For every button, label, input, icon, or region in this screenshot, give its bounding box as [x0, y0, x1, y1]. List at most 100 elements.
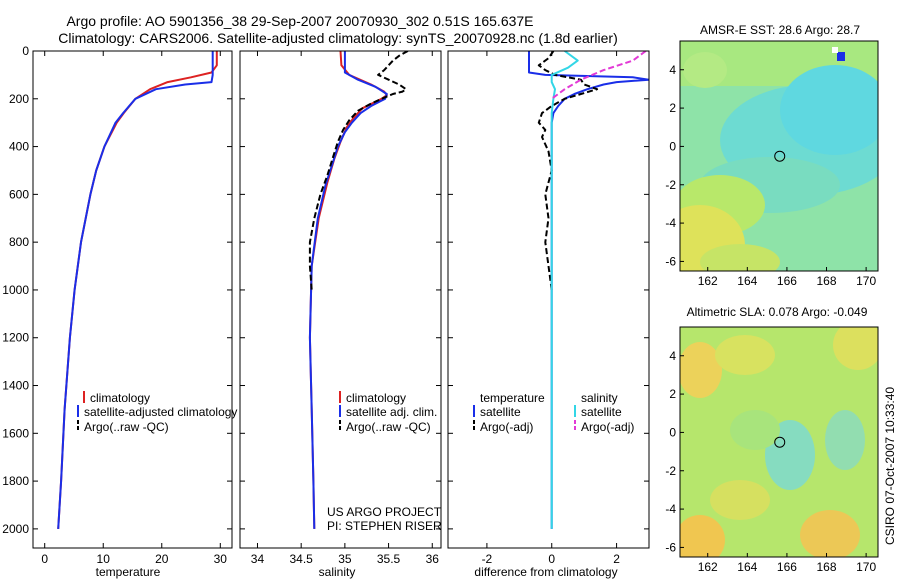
legend-label-sal-satellite: satellite [581, 405, 622, 419]
ytick-label: 1800 [2, 474, 29, 488]
ytick-label: 0 [22, 44, 29, 58]
map-xtick-label: 168 [817, 274, 837, 288]
sla-high-nw [680, 342, 722, 398]
map-xtick-label: 166 [777, 274, 797, 288]
map-xtick-label: 162 [698, 560, 718, 574]
xtick-label: 34 [251, 552, 265, 566]
sst-map-title: AMSR-E SST: 28.6 Argo: 28.7 [700, 23, 860, 37]
temperature-series [57, 51, 218, 529]
sst-map-field [680, 41, 878, 271]
ytick-label: 1600 [2, 426, 29, 440]
xtick-label: 35.5 [377, 552, 401, 566]
project-annotation-line1: US ARGO PROJECT [327, 505, 442, 519]
map-ytick-label: -2 [665, 464, 676, 478]
xtick-label: 0 [41, 552, 48, 566]
map-xtick-label: 164 [737, 274, 757, 288]
temperature-panel: 0 10 20 30 0 200 400 600 800 1000 1200 1400 1600 1800… [2, 44, 237, 579]
ytick-label: 2000 [2, 522, 29, 536]
difference-frame [447, 50, 650, 549]
legend-heading-temperature: temperature [480, 391, 545, 405]
salinity-plot-area [240, 51, 441, 548]
sla-map-frame [679, 326, 879, 558]
map-ytick-label: -4 [665, 502, 676, 516]
map-ytick-label: 2 [669, 387, 676, 401]
xtick-label: 34.5 [289, 552, 313, 566]
xtick-label: 35 [338, 552, 352, 566]
figure-title-line1: Argo profile: AO 5901356_38 29-Sep-2007 … [66, 13, 533, 29]
map-ytick-label: -4 [665, 216, 676, 230]
map-xtick-label: 170 [856, 560, 876, 574]
sla-high-se [800, 510, 860, 557]
map-ytick-label: -6 [665, 540, 676, 554]
legend-heading-salinity: salinity [581, 391, 618, 405]
xtick-label: -2 [482, 552, 493, 566]
sst-missing-pixel2 [832, 47, 838, 53]
map-ytick-label: -2 [665, 178, 676, 192]
sst-cool-south2 [700, 244, 780, 271]
series-line-satellite-adjusted-climatology [57, 51, 214, 529]
map-ytick-label: 0 [669, 425, 676, 439]
salinity-legend: climatology satellite adj. clim. Argo(..… [339, 391, 437, 434]
temperature-frame [32, 50, 233, 549]
ytick-label: 1200 [2, 331, 29, 345]
sla-high-ne [833, 327, 878, 370]
legend-label-temp-argo: Argo(-adj) [480, 420, 533, 434]
map-xtick-label: 170 [856, 274, 876, 288]
series-line-temperature-argo-adj- [537, 51, 599, 291]
legend-label-argo: Argo(..raw -QC) [346, 420, 431, 434]
legend-label-satellite-adj: satellite adj. clim. [346, 405, 437, 419]
series-line-argo-raw-qc- [308, 51, 409, 290]
figure-title-line2: Climatology: CARS2006. Satellite-adjuste… [58, 30, 618, 46]
sla-mid [730, 410, 780, 450]
ytick-label: 400 [9, 140, 29, 154]
map-xtick-label: 162 [698, 274, 718, 288]
sla-low-east [825, 410, 865, 470]
sst-argo-location-marker [774, 150, 786, 162]
salinity-xlabel: salinity [319, 565, 356, 579]
xtick-label: 0 [548, 552, 555, 566]
sst-map-frame [679, 40, 879, 272]
sla-map-ticks: 162 164 166 168 170 4 2 0 -2 -4 -6 [665, 349, 876, 574]
xtick-label: 36 [426, 552, 440, 566]
sst-nw-patch [683, 52, 727, 88]
salinity-frame [239, 50, 442, 549]
xtick-label: 30 [214, 552, 228, 566]
map-xtick-label: 168 [817, 560, 837, 574]
difference-legend: temperature satellite Argo(-adj) salinit… [473, 391, 634, 434]
legend-label-climatology: climatology [90, 391, 150, 405]
xtick-label: 2 [613, 552, 620, 566]
sla-map-panel: Altimetric SLA: 0.078 Argo: -0.049 162 16… [665, 305, 879, 574]
sst-missing-pixel [837, 52, 845, 61]
sst-map-panel: AMSR-E SST: 28.6 Argo: 28.7 162 164 166 168… [665, 23, 879, 288]
difference-axis-ticks: -2 0 2 [448, 50, 649, 566]
temperature-xlabel: temperature [96, 565, 161, 579]
map-xtick-label: 166 [777, 560, 797, 574]
sla-map-field [680, 327, 878, 557]
ytick-label: 800 [9, 235, 29, 249]
legend-label-climatology: climatology [346, 391, 406, 405]
sla-argo-location-marker [774, 436, 786, 448]
map-ytick-label: 4 [669, 63, 676, 77]
sst-map-ticks: 162 164 166 168 170 4 2 0 -2 -4 -6 [665, 63, 876, 288]
sla-high-sw [680, 515, 725, 557]
ytick-label: 1000 [2, 283, 29, 297]
xtick-label: 10 [97, 552, 111, 566]
sla-high-n [715, 335, 775, 375]
sla-map-title: Altimetric SLA: 0.078 Argo: -0.049 [687, 305, 868, 319]
ytick-label: 200 [9, 92, 29, 106]
project-annotation-line2: PI: STEPHEN RISER [327, 519, 442, 533]
side-timestamp-label: CSIRO 07-Oct-2007 10:33:40 [883, 387, 897, 545]
map-ytick-label: 4 [669, 349, 676, 363]
ytick-label: 600 [9, 187, 29, 201]
map-xtick-label: 164 [737, 560, 757, 574]
sst-warm-core [780, 65, 878, 155]
difference-plot-area [448, 51, 649, 548]
difference-series [528, 51, 649, 529]
legend-label-argo: Argo(..raw -QC) [84, 420, 169, 434]
temperature-plot-area [33, 51, 232, 548]
xtick-label: 20 [155, 552, 169, 566]
series-line-salinity-argo-adj- [551, 51, 647, 100]
difference-xlabel: difference from climatology [474, 565, 617, 579]
sla-high-s [710, 480, 770, 520]
